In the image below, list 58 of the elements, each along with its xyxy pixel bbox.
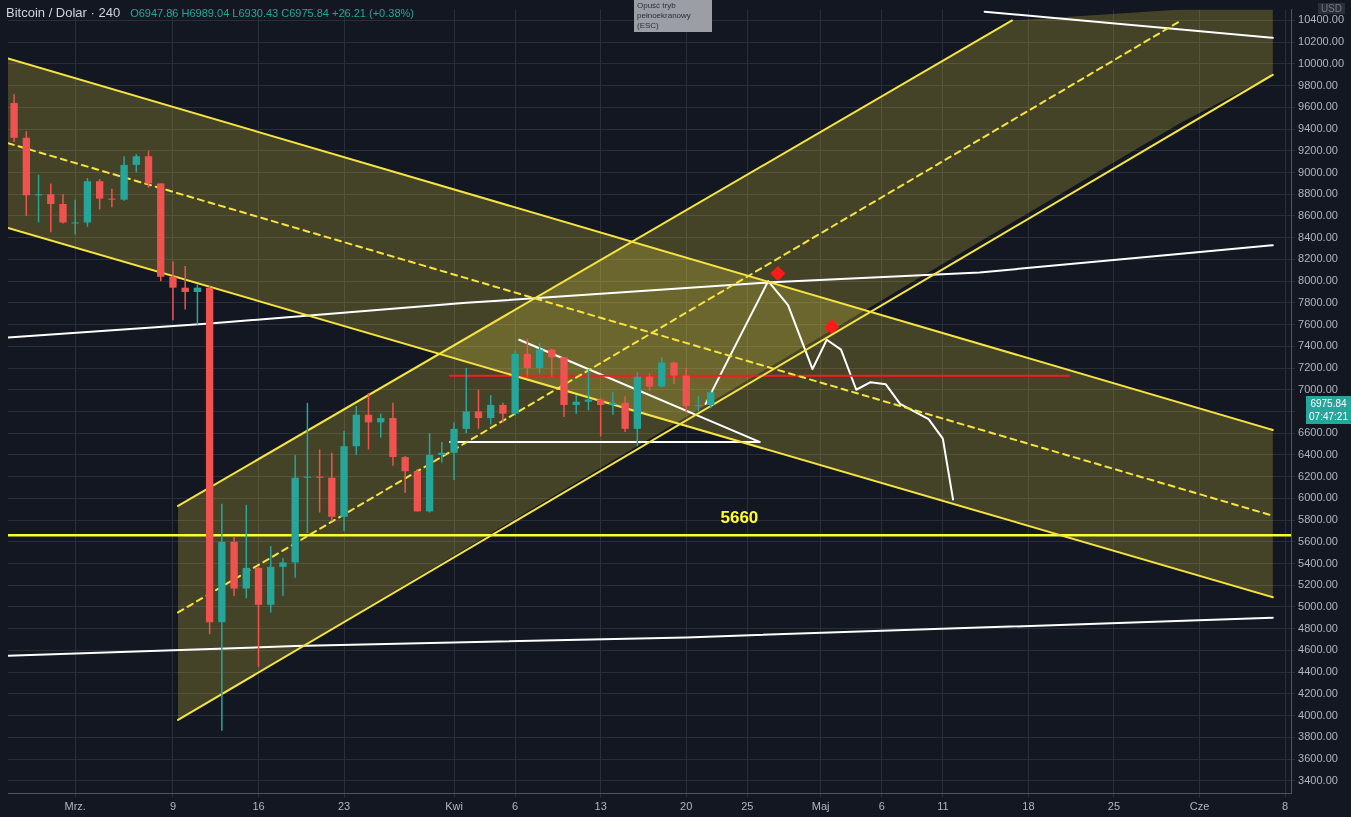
y-tick-label: 4400.00: [1298, 665, 1338, 678]
y-tick-label: 9000.00: [1298, 165, 1338, 178]
y-tick-label: 5200.00: [1298, 578, 1338, 591]
x-tick-label: 20: [680, 800, 693, 813]
x-tick-label: 9: [169, 800, 177, 813]
y-tick-label: 9600.00: [1298, 100, 1338, 113]
y-tick-label: 5000.00: [1298, 600, 1338, 613]
annotation: O6947.86 H6989.04 L6930.43 C6975.84 +26.21 (+0.38%): [130, 7, 414, 19]
x-tick-label: 6: [512, 800, 519, 813]
y-tick-label: 9200.00: [1298, 143, 1338, 156]
y-tick-label: 7400.00: [1298, 339, 1338, 352]
y-tick-label: 8000.00: [1298, 274, 1338, 287]
y-tick-label: 6200.00: [1298, 469, 1338, 482]
y-tick-label: 9400.00: [1298, 122, 1338, 135]
y-tick-label: 5400.00: [1298, 556, 1338, 569]
y-tick-label: 7600.00: [1298, 317, 1338, 330]
y-tick-label: 6600.00: [1298, 426, 1338, 439]
x-tick-label: 25: [1107, 800, 1121, 813]
x-tick-label: 18: [1022, 800, 1035, 813]
x-tick-label: 11: [937, 800, 949, 813]
y-tick-label: 7800.00: [1298, 295, 1338, 308]
y-tick-label: 6400.00: [1298, 447, 1338, 460]
y-tick-label: 5800.00: [1298, 513, 1338, 526]
y-tick-label: 7000.00: [1298, 382, 1338, 395]
y-tick-label: 10000.00: [1298, 56, 1345, 69]
x-tick-label: Kwi: [445, 800, 463, 813]
y-tick-label: 8600.00: [1298, 209, 1338, 221]
y-tick-label: 3800.00: [1298, 730, 1338, 743]
x-tick-label: 16: [252, 800, 265, 813]
y-tick-label: 3600.00: [1298, 752, 1338, 765]
y-tick-label: 8200.00: [1298, 252, 1338, 265]
text: 6975.84: [1309, 397, 1348, 410]
x-tick-label: Mrz.: [64, 800, 86, 813]
chart-title: Bitcoin / Dolar · 240: [6, 5, 121, 20]
y-tick-label: 4600.00: [1298, 643, 1338, 656]
y-tick-label: 5600.00: [1298, 534, 1338, 547]
y-tick-label: 4000.00: [1298, 708, 1338, 721]
y-tick-label: 3400.00: [1298, 773, 1338, 786]
y-tick-label: 8400.00: [1298, 230, 1338, 243]
ref-line-label: 5660: [720, 508, 759, 528]
y-tick-label: 4200.00: [1298, 686, 1338, 699]
x-tick-label: 25: [741, 800, 754, 813]
y-tick-label: 7200.00: [1298, 361, 1338, 374]
x-tick-label: 6: [878, 800, 885, 813]
y-tick-label: 10400.00: [1298, 13, 1345, 26]
y-tick-label: 8800.00: [1298, 187, 1338, 200]
x-tick-label: 23: [337, 800, 351, 813]
y-tick-label: 10200.00: [1298, 35, 1345, 48]
y-axis-title: USD: [1317, 3, 1345, 14]
y-tick-label: 9800.00: [1298, 78, 1338, 91]
x-tick-label: 13: [594, 800, 607, 813]
x-tick-label: Cze: [1189, 800, 1210, 813]
text: 07:47:21: [1308, 410, 1349, 423]
y-tick-label: 6000.00: [1298, 491, 1338, 504]
x-tick-label: Maj: [811, 800, 830, 813]
y-tick-label: 4800.00: [1298, 621, 1338, 634]
annotation: Opuść tryb pełnoekranowy (ESC): [634, 0, 712, 32]
x-tick-label: 8: [1281, 800, 1289, 813]
